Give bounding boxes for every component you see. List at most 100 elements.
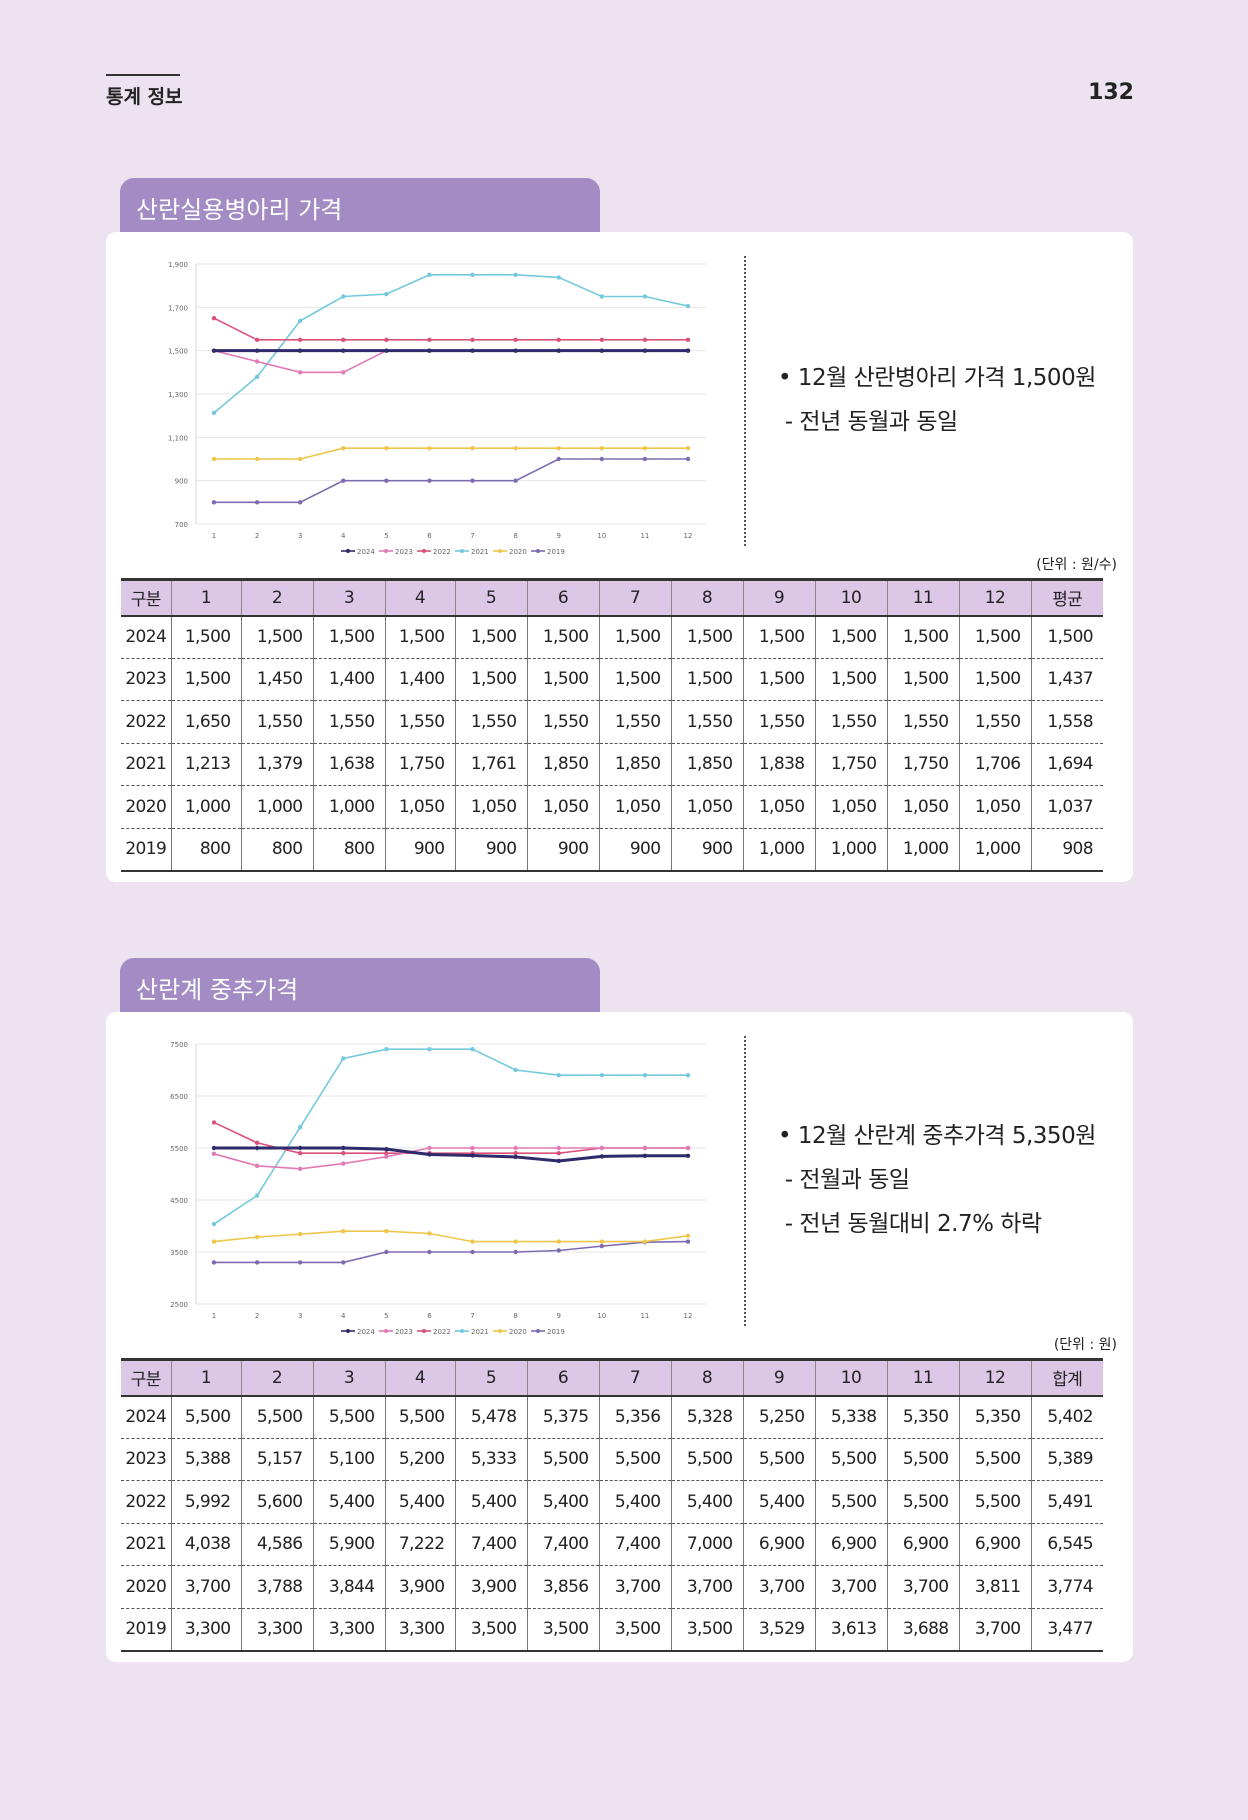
legend-marker [346, 549, 350, 553]
table-row: 2019 3,300 3,300 3,300 3,300 3,500 3,500 3,500 3… [121, 1608, 1103, 1652]
y-tick-label: 900 [175, 478, 188, 486]
page-number: 132 [1088, 80, 1134, 105]
section-1-summary: • 12월 산란병아리 가격 1,500원 - 전년 동월과 동일 [778, 356, 1096, 444]
divider [744, 256, 746, 546]
table-cell: 3,700 [886, 1565, 959, 1609]
table-cell: 3,788 [240, 1565, 313, 1609]
row-year: 2024 [121, 1395, 171, 1439]
legend-marker [384, 549, 388, 553]
table-cell: 1,500 [742, 615, 815, 659]
row-year: 2019 [121, 1608, 171, 1652]
table-cell: 4,038 [170, 1523, 241, 1566]
table-cell: 1,050 [958, 785, 1031, 829]
table-cell: 900 [526, 828, 599, 872]
table-cell: 3,856 [526, 1565, 599, 1609]
table-cell: 1,500 [886, 615, 959, 659]
table-cell: 5,400 [312, 1480, 385, 1524]
section-1-card: 1,900 1,700 1,500 1,300 1,100 900 700 1 2 3 4 5 6 7 8 9… [106, 232, 1133, 882]
legend-label: 2019 [547, 1328, 565, 1336]
legend-label: 2019 [547, 548, 565, 556]
data-point-2020 [599, 445, 605, 451]
data-point-2021 [254, 374, 260, 380]
table-cell: 800 [312, 828, 385, 872]
column-header: 3 [312, 578, 385, 617]
data-point-2024 [211, 348, 217, 353]
table-cell: 5,500 [312, 1395, 385, 1439]
data-point-2019 [556, 1248, 561, 1253]
data-point-2022 [470, 337, 475, 343]
column-header: 합계 [1030, 1358, 1103, 1397]
legend-label: 2023 [395, 548, 413, 556]
row-year: 2021 [121, 743, 171, 786]
column-header: 7 [598, 578, 671, 617]
column-header: 8 [670, 578, 743, 617]
data-point-2019 [341, 1260, 346, 1265]
table-row: 2022 1,650 1,550 1,550 1,550 1,550 1,550 1,550 1… [121, 700, 1103, 744]
data-point-2021 [211, 1221, 217, 1227]
column-header: 7 [598, 1358, 671, 1397]
table-cell: 1,650 [170, 700, 241, 744]
series-line-2023 [213, 349, 688, 374]
data-point-2019 [685, 1239, 691, 1244]
data-point-2022 [513, 337, 518, 343]
table-cell: 1,050 [742, 785, 815, 829]
data-point-2024 [384, 1146, 389, 1152]
table-cell: 1,000 [742, 828, 815, 872]
legend-label: 2024 [357, 1328, 375, 1336]
header-rule [106, 74, 180, 76]
data-point-2021 [470, 272, 475, 278]
row-year: 2023 [121, 658, 171, 701]
table-cell: 1,838 [742, 743, 815, 786]
unit-label: (단위 : 원) [1053, 1337, 1117, 1353]
table-cell: 1,000 [240, 785, 313, 829]
table-cell: 3,529 [742, 1608, 815, 1652]
data-point-2020 [642, 1239, 648, 1244]
section-2-summary: • 12월 산란계 중추가격 5,350원 - 전월과 동일 - 전년 동월대비… [778, 1114, 1096, 1246]
data-point-2021 [384, 291, 389, 297]
table-cell: 1,550 [526, 700, 599, 744]
data-point-2021 [297, 318, 303, 323]
table-cell: 900 [384, 828, 455, 872]
column-header-category: 구분 [121, 578, 171, 617]
legend-label: 2024 [357, 548, 375, 556]
data-point-2024 [341, 1145, 346, 1151]
data-point-2023 [599, 1145, 605, 1151]
table-cell: 3,700 [170, 1565, 241, 1609]
data-point-2020 [513, 445, 518, 451]
table-cell: 3,477 [1030, 1608, 1103, 1652]
table-cell: 5,500 [886, 1480, 959, 1524]
data-point-2020 [341, 1229, 346, 1234]
column-header: 8 [670, 1358, 743, 1397]
data-point-2022 [599, 337, 605, 343]
table-cell: 1,437 [1030, 658, 1103, 701]
legend-label: 2022 [433, 548, 451, 556]
table-cell: 1,000 [814, 828, 887, 872]
table-cell: 1,638 [312, 743, 385, 786]
data-point-2021 [470, 1047, 475, 1052]
table-cell: 5,157 [240, 1438, 313, 1481]
table-cell: 1,500 [240, 615, 313, 659]
table-cell: 1,400 [312, 658, 385, 701]
table-cell: 6,900 [886, 1523, 959, 1566]
table-cell: 5,389 [1030, 1438, 1103, 1481]
data-point-2024 [599, 348, 605, 353]
series-line-2021 [213, 1048, 688, 1225]
price-table: 구분 1 2 3 4 5 6 7 8 9 10 11 12 평균 2024 1,500 1,500 1,500 1,… [121, 578, 1103, 872]
summary-line: - 전년 동월대비 2.7% 하락 [778, 1211, 1042, 1237]
data-point-2020 [341, 445, 346, 451]
x-tick-label: 3 [298, 1312, 302, 1320]
x-tick-label: 9 [556, 1312, 560, 1320]
row-year: 2023 [121, 1438, 171, 1481]
data-point-2020 [297, 1231, 303, 1237]
data-point-2021 [685, 303, 691, 309]
data-point-2019 [254, 500, 260, 505]
data-point-2021 [297, 1125, 303, 1130]
data-point-2024 [297, 348, 303, 353]
data-point-2020 [556, 445, 561, 451]
legend-marker [498, 1329, 502, 1333]
data-point-2020 [427, 445, 432, 451]
data-point-2019 [470, 478, 475, 483]
column-header: 6 [526, 578, 599, 617]
data-point-2022 [341, 337, 346, 343]
